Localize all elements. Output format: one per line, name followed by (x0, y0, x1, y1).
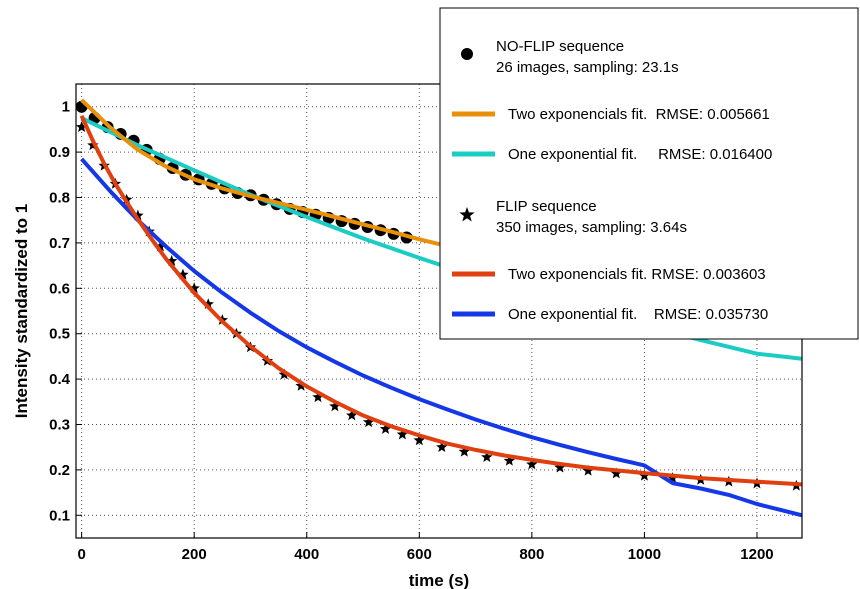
y-tick-label: 0.9 (49, 144, 70, 161)
y-tick-label: 0.8 (49, 190, 70, 207)
x-tick-label: 600 (407, 546, 432, 563)
legend-marker-noflip (461, 48, 473, 60)
data-point-flip (132, 209, 144, 221)
y-tick-label: 0.6 (49, 280, 70, 297)
data-point-flip (610, 467, 622, 479)
x-tick-label: 1000 (628, 546, 661, 563)
data-point-flip (312, 391, 324, 403)
data-point-flip (458, 445, 471, 457)
x-axis-label: time (s) (409, 571, 469, 589)
data-point-flip (554, 461, 566, 473)
ticks: 0 200 400 600 800 1000 1200 0.1 0.2 0.3 0.4 0.5 0.6 0… (49, 99, 774, 563)
data-point-flip (346, 409, 358, 421)
legend-box (439, 7, 859, 340)
y-tick-label: 1 (62, 99, 70, 116)
series-line-1 (80, 98, 477, 255)
y-tick-label: 0.3 (49, 417, 70, 434)
data-point-flip (481, 451, 493, 463)
data-point-flip (503, 454, 516, 466)
data-point-flip (295, 379, 307, 391)
y-tick-label: 0.1 (49, 507, 70, 524)
y-axis-label: Intensity standardized to 1 (12, 204, 31, 418)
legend-flip-one-exp-label: One exponential fit. RMSE: 0.035730 (508, 306, 768, 323)
data-point-flip (154, 240, 167, 252)
legend-noflip-one-exp-label: One exponential fit. RMSE: 0.016400 (508, 146, 772, 163)
data-point-flip (526, 458, 538, 470)
x-tick-label: 400 (294, 546, 319, 563)
legend-noflip-two-exp-label: Two exponencials fit. RMSE: 0.005661 (508, 106, 770, 123)
data-point-flip (188, 282, 200, 294)
x-tick-label: 800 (519, 546, 544, 563)
data-point-flip (638, 469, 651, 481)
legend-flip-title: FLIP sequence (496, 198, 597, 215)
series-line-4 (79, 114, 803, 487)
data-point-flip (413, 434, 426, 446)
y-tick-label: 0.5 (49, 326, 70, 343)
data-point-flip (202, 298, 214, 310)
data-point-flip (379, 423, 392, 434)
data-point-flip (436, 441, 448, 453)
data-point-flip (177, 268, 189, 280)
legend-marker-flip (459, 207, 475, 222)
data-point-flip (362, 416, 375, 428)
x-tick-label: 200 (182, 546, 207, 563)
legend-flip-subtitle: 350 images, sampling: 3.64s (496, 219, 687, 236)
data-point-flip (582, 464, 594, 476)
legend-noflip-subtitle: 26 images, sampling: 23.1s (496, 59, 679, 76)
legend-noflip-title: NO-FLIP sequence (496, 38, 624, 55)
series-line-5 (80, 157, 803, 518)
y-tick-label: 0.7 (49, 235, 70, 252)
x-tick-label: 1200 (740, 546, 773, 563)
data-point-flip (75, 121, 88, 132)
data-point-flip (329, 400, 341, 412)
legend-flip-two-exp-label: Two exponencials fit. RMSE: 0.003603 (508, 266, 766, 283)
x-tick-label: 0 (77, 546, 85, 563)
data-point-flip (396, 428, 409, 440)
y-tick-label: 0.2 (49, 462, 70, 479)
legend: NO-FLIP sequence 26 images, sampling: 23… (439, 7, 859, 340)
data-point-flip (165, 255, 178, 266)
y-tick-label: 0.4 (49, 371, 71, 388)
